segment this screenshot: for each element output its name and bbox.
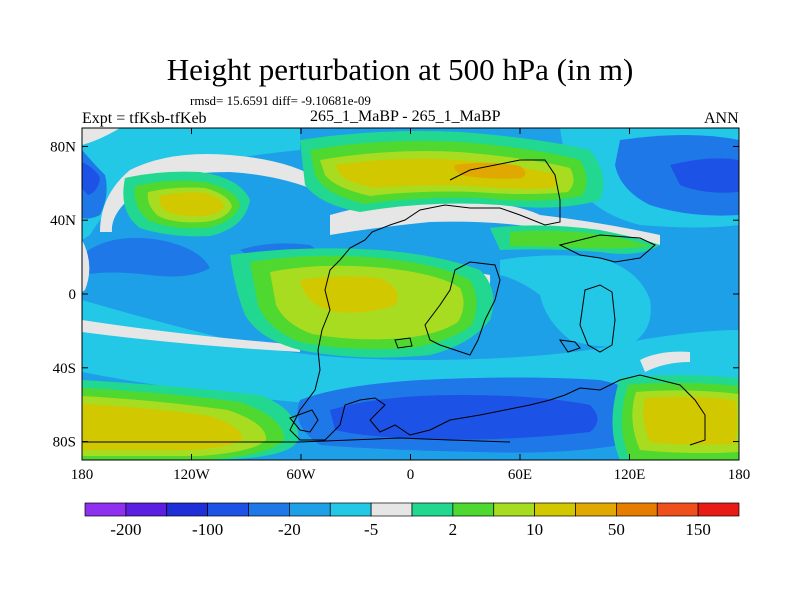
coastline-africa-like [424,261,501,356]
field-orange-north [454,162,526,179]
field-blue-west [82,237,210,277]
colorbar-swatch [84,502,127,517]
coastline-main [289,159,706,446]
colorbar-swatch [329,502,372,517]
colorbar-label: 2 [449,520,458,539]
field-deepblue-nw [82,162,100,195]
colorbar-swatch [370,502,413,517]
colorbar-label: -5 [364,520,378,539]
field-white-corner [82,128,120,145]
x-tick-label: 180 [728,467,751,483]
colorbar-label: 150 [685,520,711,539]
colorbar-labels: -200 -100 -20 -5 2 10 50 150 [110,520,711,539]
coastline-east-island [579,284,616,353]
colorbar-swatch [125,502,168,517]
colorbar-swatch [248,502,290,517]
x-tick-label: 120W [173,467,211,483]
colorbar-swatch [616,502,658,517]
colorbar-swatch [493,502,535,517]
colorbar-swatch [411,502,454,517]
case-label: 265_1_MaBP - 265_1_MaBP [310,108,501,125]
colorbar-swatch [207,502,249,517]
x-ticks [81,128,740,460]
contour-fields [82,128,739,460]
y-tick-label: 40N [50,213,76,229]
colorbar-label: -100 [192,520,223,539]
field-lightblue-east [500,255,651,347]
coastline-small-island [558,339,581,353]
colorbar-label: -20 [278,520,301,539]
y-tick-label: 80N [50,139,76,155]
field-yellow-se [643,396,737,445]
x-tick-labels: 180 120W 60W 0 60E 120E 180 [71,467,751,483]
x-tick-label: 180 [71,467,94,483]
plot-title: Height perturbation at 500 hPa (in m) [166,52,634,87]
y-tick-label: 40S [53,361,76,377]
field-yellow-sw [82,404,243,450]
colorbar-swatch [289,502,331,517]
season-label: ANN [704,110,739,127]
field-yellow-nw [159,192,224,217]
field-lightblue-nw [82,128,300,240]
colorbar-swatch [166,502,208,517]
coastline-south [82,437,511,443]
coastlines [82,159,706,446]
field-white-band-north [330,199,660,245]
field-white-west [82,240,90,292]
coastline-east-block [558,234,656,263]
colorbar [84,502,740,517]
y-tick-labels: 80N 40N 0 40S 80S [50,139,76,450]
y-ticks [82,145,739,443]
coastline-small-island-2 [394,337,413,349]
colorbar-label: -200 [110,520,141,539]
field-yellow-center [300,276,398,313]
y-tick-label: 0 [69,287,77,303]
colorbar-label: 50 [608,520,625,539]
colorbar-swatch [534,502,576,517]
field-deepblue-ne [670,158,739,193]
colorbar-swatch [452,502,495,517]
field-white-se [640,351,690,372]
experiment-label: Expt = tfKsb-tfKeb [82,110,207,127]
x-tick-label: 0 [407,467,415,483]
colorbar-swatch [697,502,740,517]
x-tick-label: 60E [508,467,532,483]
x-tick-label: 60W [286,467,316,483]
colorbar-swatch [656,502,699,517]
coastline-south-tip [289,409,319,433]
field-white-south [82,320,300,352]
x-tick-label: 120E [614,467,646,483]
stats-text: rmsd= 15.6591 diff= -9.10681e-09 [190,93,371,108]
colorbar-swatch [575,502,617,517]
y-tick-label: 80S [53,435,76,451]
colorbar-label: 10 [526,520,543,539]
